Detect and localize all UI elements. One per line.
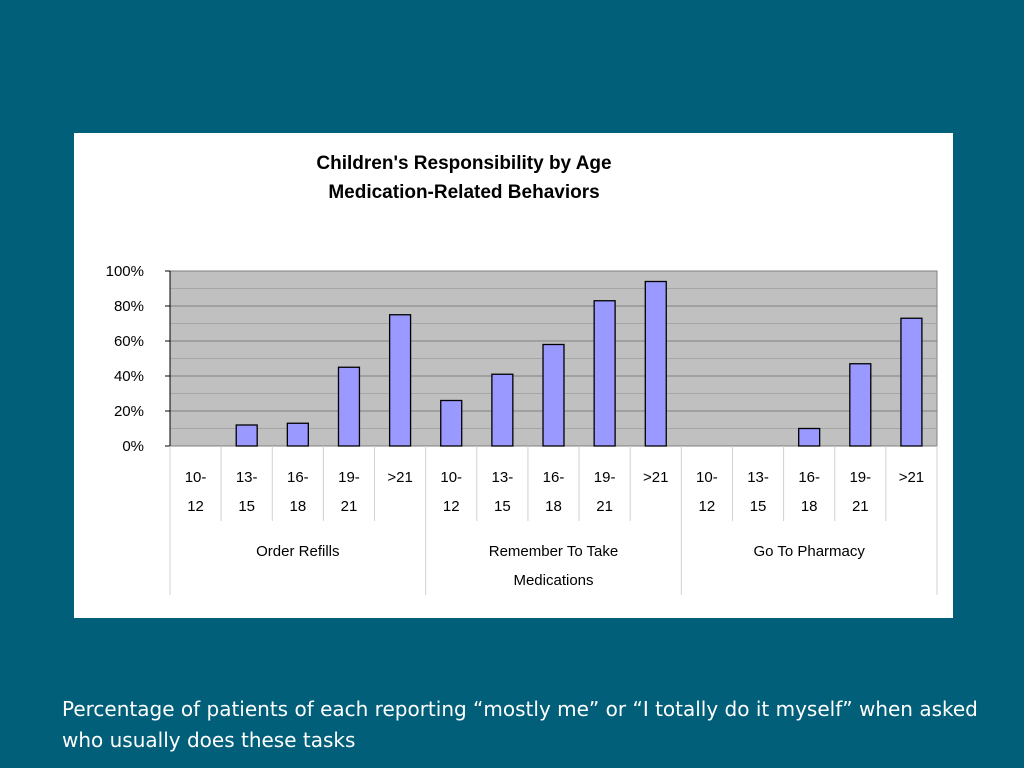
- bar: [542, 343, 565, 447]
- slide-caption: Percentage of patients of each reporting…: [62, 697, 978, 752]
- x-tick-label: 19-: [338, 469, 360, 486]
- bar: [593, 300, 616, 447]
- x-tick-label: 21: [341, 498, 358, 515]
- x-tick-label: 15: [238, 498, 255, 515]
- bar: [388, 314, 412, 447]
- x-tick-label: 19-: [594, 469, 616, 486]
- x-tick-label: 19-: [849, 469, 871, 486]
- x-tick-label: 21: [852, 498, 869, 515]
- bar: [798, 427, 821, 447]
- x-tick-label: 15: [494, 498, 511, 515]
- x-tick-label: 10-: [696, 469, 718, 486]
- x-tick-label: 13-: [747, 469, 769, 486]
- x-tick-label: 18: [289, 498, 306, 515]
- bar-chart: 0% 20% 40% 60% 80% 100% 10- 12 13- 15 16- 18 19- 21 >2…: [106, 263, 938, 595]
- x-tick-label: 12: [699, 498, 716, 515]
- x-tick-label: 12: [187, 498, 204, 515]
- x-tick-label: 18: [801, 498, 818, 515]
- chart-panel: Children's Responsibility by Age Medicat…: [74, 133, 953, 618]
- bar: [644, 280, 667, 447]
- x-tick-label: 10-: [440, 469, 462, 486]
- x-tick-label: >21: [387, 469, 412, 486]
- x-tick-label: >21: [643, 469, 668, 486]
- x-tick-label: 12: [443, 498, 460, 515]
- bar: [849, 363, 872, 447]
- group-label: Medications: [513, 572, 593, 589]
- group-label: Order Refills: [256, 543, 339, 560]
- x-tick-label: 15: [750, 498, 767, 515]
- bar: [235, 424, 258, 447]
- group-label: Go To Pharmacy: [753, 543, 865, 560]
- y-tick-label: 40%: [114, 368, 144, 385]
- group-label: Remember To Take: [489, 543, 619, 560]
- y-tick-label: 0%: [122, 438, 144, 455]
- y-tick-label: 80%: [114, 298, 144, 315]
- x-tick-label: 16-: [543, 469, 565, 486]
- x-tick-label: 13-: [236, 469, 258, 486]
- x-tick-label: >21: [899, 469, 924, 486]
- y-tick-label: 60%: [114, 333, 144, 350]
- x-tick-label: 16-: [798, 469, 820, 486]
- x-tick-label: 10-: [185, 469, 207, 486]
- bar: [900, 317, 923, 447]
- chart-subtitle: Medication-Related Behaviors: [328, 182, 600, 203]
- x-tick-label: 16-: [287, 469, 309, 486]
- bar: [440, 399, 463, 447]
- bar: [337, 366, 361, 447]
- x-tick-label: 21: [596, 498, 613, 515]
- bar: [491, 373, 514, 447]
- y-tick-label: 100%: [106, 263, 144, 280]
- chart-title: Children's Responsibility by Age: [316, 153, 612, 174]
- bar: [286, 422, 309, 447]
- x-tick-label: 18: [545, 498, 562, 515]
- x-tick-label: 13-: [492, 469, 514, 486]
- y-tick-label: 20%: [114, 403, 144, 420]
